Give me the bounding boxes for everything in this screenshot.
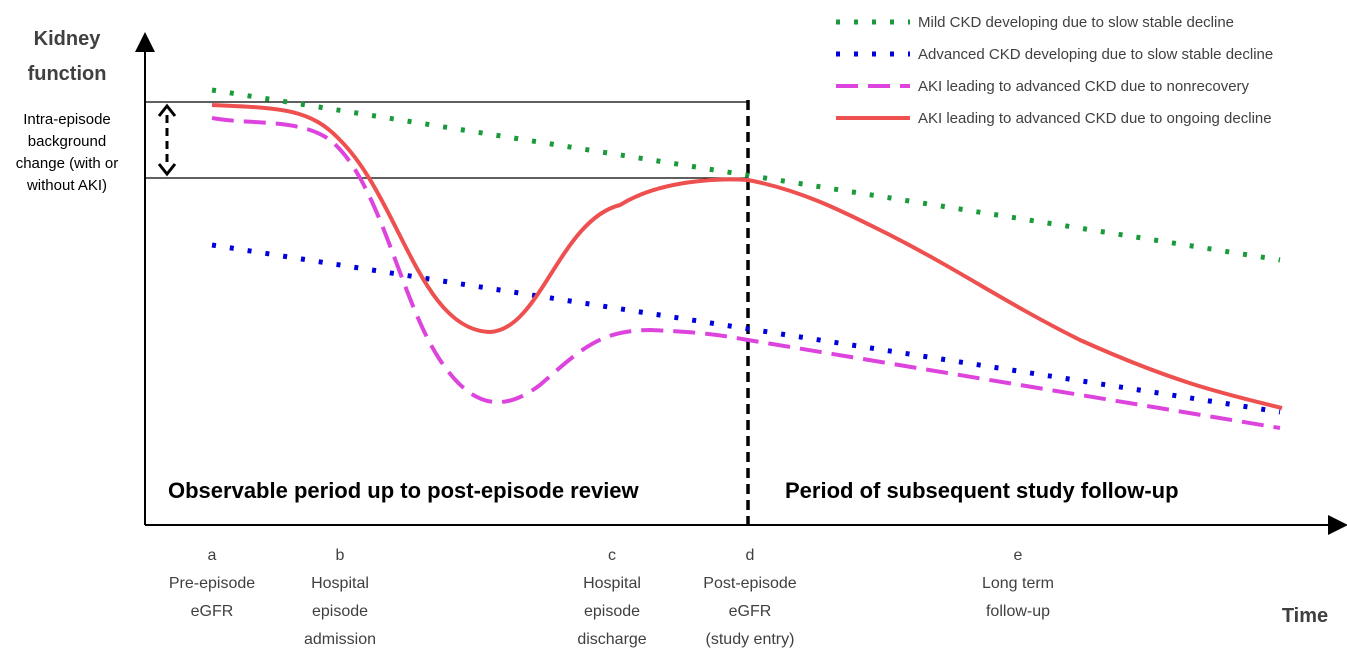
arrow-head	[157, 163, 177, 177]
timepoint-label: (study entry)	[706, 631, 795, 648]
legend-label: AKI leading to advanced CKD due to ongoi…	[918, 110, 1272, 127]
annotation: without AKI)	[26, 177, 107, 194]
timepoint-label: eGFR	[729, 603, 772, 620]
timepoint-label: Hospital	[311, 575, 369, 592]
timepoint-label: Pre-episode	[169, 575, 255, 592]
timepoint-label: Hospital	[583, 575, 641, 592]
timepoint-letter: e	[1014, 547, 1023, 564]
timepoint-label: episode	[312, 603, 368, 620]
y-axis-label: function	[28, 63, 107, 85]
period-label: Observable period up to post-episode rev…	[168, 478, 640, 503]
timepoint-label: follow-up	[986, 603, 1050, 620]
y-axis-label: Kidney	[34, 28, 102, 50]
legend-label: Advanced CKD developing due to slow stab…	[918, 46, 1273, 63]
arrow-head	[157, 103, 177, 117]
timepoint-label: admission	[304, 631, 376, 648]
timepoint-letter: b	[336, 547, 345, 564]
aki-nonrecovery-line	[211, 116, 1281, 430]
legend-label: AKI leading to advanced CKD due to nonre…	[918, 78, 1250, 95]
annotation: change (with or	[16, 155, 119, 172]
legend-label: Mild CKD developing due to slow stable d…	[918, 14, 1234, 31]
timepoint-label: discharge	[577, 631, 646, 648]
timepoint-letter: a	[208, 547, 217, 564]
x-axis-label: Time	[1282, 605, 1328, 627]
mild-ckd-line	[211, 87, 1281, 263]
timepoint-label: Long term	[982, 575, 1054, 592]
aki-ongoing-line	[211, 103, 1283, 410]
advanced-ckd-line	[211, 242, 1281, 415]
timepoint-label: Post-episode	[703, 575, 796, 592]
period-label: Period of subsequent study follow-up	[785, 478, 1179, 503]
timepoint-label: eGFR	[191, 603, 234, 620]
timepoint-label: episode	[584, 603, 640, 620]
timepoint-letter: d	[746, 547, 755, 564]
annotation: Intra-episode	[23, 111, 111, 128]
timepoint-letter: c	[608, 547, 616, 564]
annotation: background	[28, 133, 106, 150]
